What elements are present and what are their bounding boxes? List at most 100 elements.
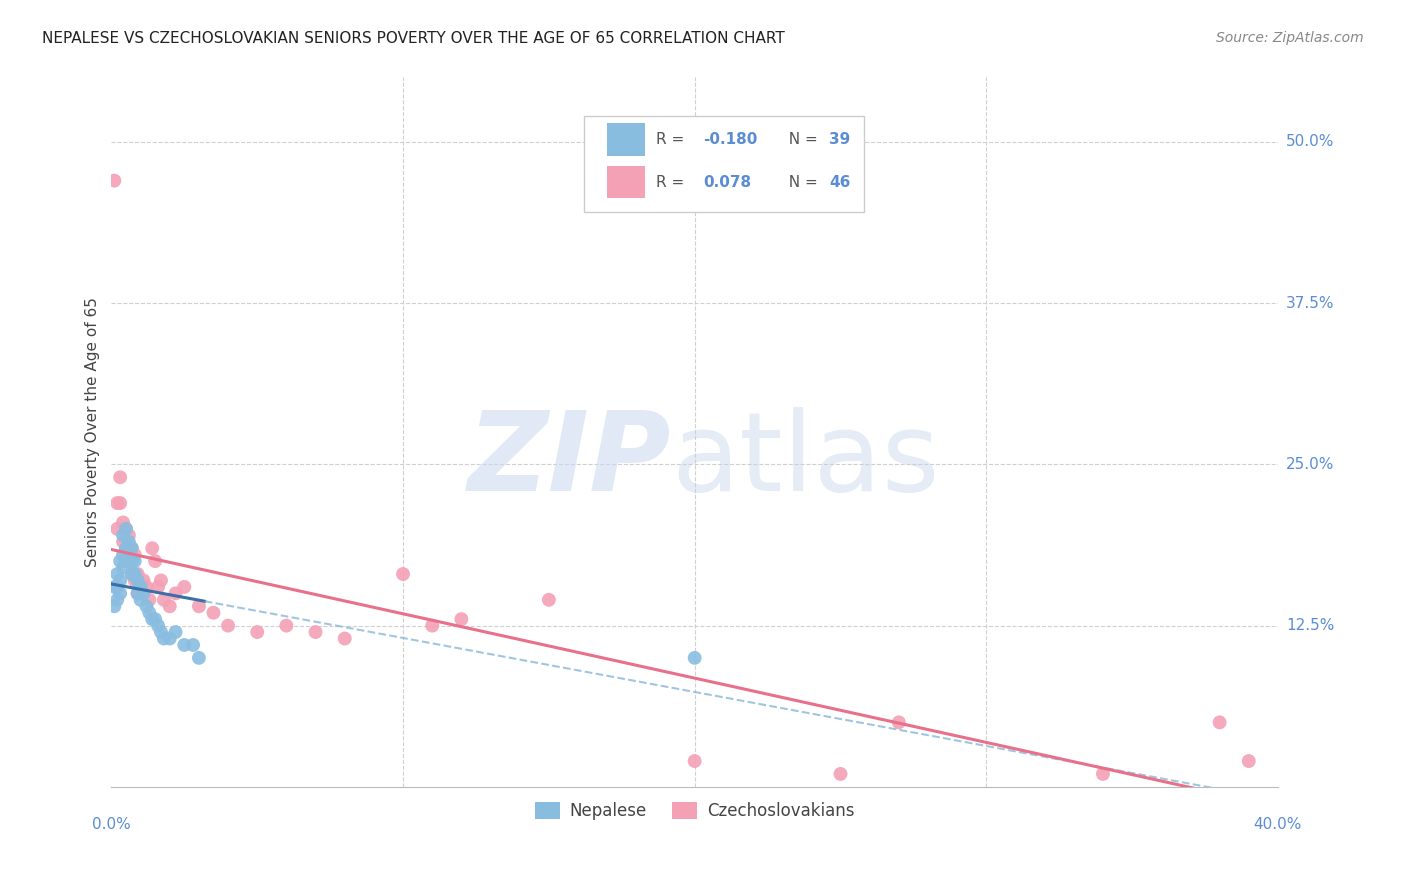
Point bbox=[127, 586, 149, 600]
Text: 40.0%: 40.0% bbox=[1254, 817, 1302, 832]
Y-axis label: Seniors Poverty Over the Age of 65: Seniors Poverty Over the Age of 65 bbox=[86, 297, 100, 567]
Point bbox=[159, 632, 181, 646]
Point bbox=[683, 754, 706, 768]
Point bbox=[105, 522, 128, 536]
Point bbox=[159, 599, 181, 614]
Text: 0.078: 0.078 bbox=[703, 175, 751, 190]
Point bbox=[1237, 754, 1260, 768]
Text: 50.0%: 50.0% bbox=[1286, 135, 1334, 150]
Point bbox=[127, 574, 149, 588]
Point bbox=[112, 548, 135, 562]
Point bbox=[138, 592, 160, 607]
Point bbox=[105, 580, 128, 594]
Point bbox=[304, 625, 326, 640]
Point bbox=[124, 574, 146, 588]
Point bbox=[165, 625, 187, 640]
Point bbox=[103, 599, 125, 614]
Point bbox=[118, 528, 141, 542]
Point bbox=[135, 599, 157, 614]
Point bbox=[146, 618, 169, 632]
Point bbox=[141, 612, 163, 626]
Point bbox=[146, 580, 169, 594]
Point bbox=[105, 592, 128, 607]
Text: R =: R = bbox=[657, 175, 689, 190]
Point bbox=[115, 541, 138, 556]
Point bbox=[121, 567, 143, 582]
Point bbox=[121, 541, 143, 556]
Point bbox=[153, 592, 176, 607]
Text: 12.5%: 12.5% bbox=[1286, 618, 1334, 633]
Point bbox=[108, 496, 131, 510]
Point bbox=[127, 567, 149, 582]
FancyBboxPatch shape bbox=[583, 117, 863, 212]
Text: NEPALESE VS CZECHOSLOVAKIAN SENIORS POVERTY OVER THE AGE OF 65 CORRELATION CHART: NEPALESE VS CZECHOSLOVAKIAN SENIORS POVE… bbox=[42, 31, 785, 46]
Point bbox=[276, 618, 298, 632]
Text: 0.0%: 0.0% bbox=[91, 817, 131, 832]
Point bbox=[135, 580, 157, 594]
Point bbox=[217, 618, 239, 632]
Point bbox=[124, 554, 146, 568]
Point bbox=[150, 574, 173, 588]
Point bbox=[1208, 715, 1230, 730]
Text: ZIP: ZIP bbox=[468, 407, 671, 514]
Point bbox=[121, 541, 143, 556]
Point bbox=[124, 548, 146, 562]
Text: N =: N = bbox=[779, 132, 823, 147]
Point bbox=[132, 586, 155, 600]
Point bbox=[112, 560, 135, 574]
Point bbox=[103, 173, 125, 187]
Point bbox=[127, 586, 149, 600]
Point bbox=[115, 541, 138, 556]
Point bbox=[537, 592, 560, 607]
Point bbox=[112, 516, 135, 530]
Text: N =: N = bbox=[779, 175, 823, 190]
Point bbox=[115, 522, 138, 536]
Point bbox=[887, 715, 910, 730]
Point bbox=[118, 548, 141, 562]
Point bbox=[105, 567, 128, 582]
Point bbox=[450, 612, 472, 626]
Point bbox=[173, 638, 195, 652]
Point bbox=[108, 470, 131, 484]
Point bbox=[392, 567, 415, 582]
Point bbox=[112, 534, 135, 549]
Point bbox=[121, 567, 143, 582]
Point bbox=[683, 651, 706, 665]
Point bbox=[118, 534, 141, 549]
Point bbox=[132, 574, 155, 588]
Legend: Nepalese, Czechoslovakians: Nepalese, Czechoslovakians bbox=[526, 793, 863, 828]
Point bbox=[108, 586, 131, 600]
Point bbox=[150, 625, 173, 640]
Text: 25.0%: 25.0% bbox=[1286, 457, 1334, 472]
FancyBboxPatch shape bbox=[607, 166, 644, 198]
Point bbox=[118, 554, 141, 568]
Point bbox=[187, 599, 209, 614]
Point bbox=[105, 496, 128, 510]
Point bbox=[115, 522, 138, 536]
Point bbox=[420, 618, 443, 632]
Point bbox=[129, 592, 152, 607]
Point bbox=[153, 632, 176, 646]
FancyBboxPatch shape bbox=[607, 123, 644, 156]
Text: Source: ZipAtlas.com: Source: ZipAtlas.com bbox=[1216, 31, 1364, 45]
Text: 39: 39 bbox=[828, 132, 851, 147]
Point bbox=[138, 606, 160, 620]
Point bbox=[108, 574, 131, 588]
Point bbox=[108, 554, 131, 568]
Text: atlas: atlas bbox=[671, 407, 939, 514]
Point bbox=[173, 580, 195, 594]
Point bbox=[165, 586, 187, 600]
Point bbox=[333, 632, 356, 646]
Point bbox=[187, 651, 209, 665]
Text: R =: R = bbox=[657, 132, 689, 147]
Point bbox=[202, 606, 225, 620]
Point bbox=[830, 767, 852, 781]
Point bbox=[121, 554, 143, 568]
Point bbox=[246, 625, 269, 640]
Text: 37.5%: 37.5% bbox=[1286, 295, 1334, 310]
Text: 46: 46 bbox=[828, 175, 851, 190]
Point bbox=[129, 580, 152, 594]
Point bbox=[143, 612, 166, 626]
Point bbox=[141, 541, 163, 556]
Point bbox=[112, 528, 135, 542]
